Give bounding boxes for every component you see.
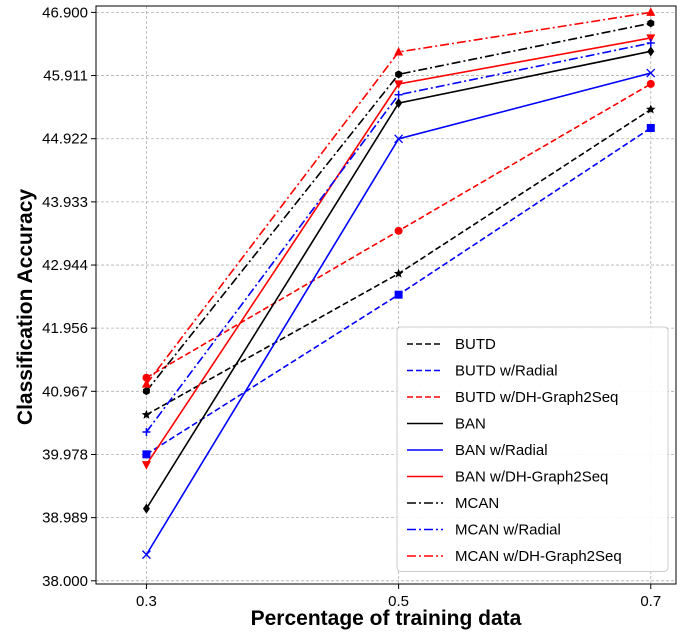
data-point <box>141 461 151 470</box>
series-group <box>142 79 655 382</box>
y-tick-label: 41.956 <box>42 320 88 337</box>
legend-label: BUTD w/DH-Graph2Seq <box>455 389 618 406</box>
legend-label: MCAN w/DH-Graph2Seq <box>455 548 622 565</box>
x-tick-label: 0.7 <box>640 593 661 610</box>
data-point <box>142 427 151 436</box>
y-tick-label: 42.944 <box>42 257 88 274</box>
data-point <box>647 19 655 28</box>
y-tick-label: 46.900 <box>42 4 88 21</box>
y-tick-label: 44.922 <box>42 131 88 148</box>
data-point <box>646 79 655 88</box>
data-point <box>141 409 152 419</box>
data-point <box>142 450 151 459</box>
data-point <box>646 7 656 16</box>
data-point <box>647 46 655 57</box>
series-group <box>141 68 656 560</box>
series-group <box>141 7 656 388</box>
data-point <box>395 98 403 109</box>
series-group <box>141 104 656 419</box>
data-point <box>142 373 151 382</box>
y-tick-label: 38.000 <box>42 573 88 590</box>
data-point <box>646 68 656 78</box>
plot-frame <box>95 5 677 585</box>
data-point <box>141 379 151 388</box>
y-tick-label: 39.978 <box>42 446 88 463</box>
series-group <box>142 39 655 436</box>
data-point <box>395 70 403 79</box>
legend: BUTD BUTD w/Radial BUTD w/DH-Graph2Seq BAN B… <box>396 326 669 572</box>
data-point <box>394 80 404 89</box>
data-point <box>142 503 150 514</box>
y-axis-title: Classification Accuracy <box>14 189 37 425</box>
y-tick-label: 38.989 <box>42 510 88 527</box>
data-point <box>141 550 151 560</box>
data-point <box>142 387 150 396</box>
series-line <box>145 11 651 385</box>
data-point <box>394 134 404 144</box>
legend-label: BAN <box>455 416 486 433</box>
series-layer <box>141 7 656 560</box>
series-group <box>142 19 655 396</box>
data-point <box>393 268 404 278</box>
legend-label: MCAN w/Radial <box>455 522 561 539</box>
data-point <box>646 34 656 43</box>
data-point <box>394 290 403 299</box>
legend-label: BAN w/DH-Graph2Seq <box>455 469 608 486</box>
legend-label: BAN w/Radial <box>455 442 548 459</box>
legend-label: BUTD <box>455 336 496 353</box>
legend-box <box>396 326 669 572</box>
legend-label: BUTD w/Radial <box>455 363 558 380</box>
data-point <box>646 39 655 48</box>
y-tick-label: 43.933 <box>42 194 88 211</box>
data-point <box>394 226 403 235</box>
y-tick-label: 45.911 <box>43 68 88 85</box>
series-group <box>142 123 655 459</box>
data-point <box>646 104 656 114</box>
series-group <box>141 34 656 470</box>
data-point <box>646 123 655 132</box>
x-axis-title: Percentage of training data <box>251 607 522 630</box>
axes-layer: 38.000 38.989 39.978 40.967 41.956 42.944 43.9… <box>42 4 677 610</box>
x-tick-label: 0.5 <box>388 593 409 610</box>
legend-label: MCAN <box>455 495 499 512</box>
data-point <box>394 90 403 99</box>
x-tick-label: 0.3 <box>136 593 157 610</box>
data-point <box>394 46 404 56</box>
series-group <box>142 46 655 514</box>
y-tick-label: 40.967 <box>42 383 88 400</box>
